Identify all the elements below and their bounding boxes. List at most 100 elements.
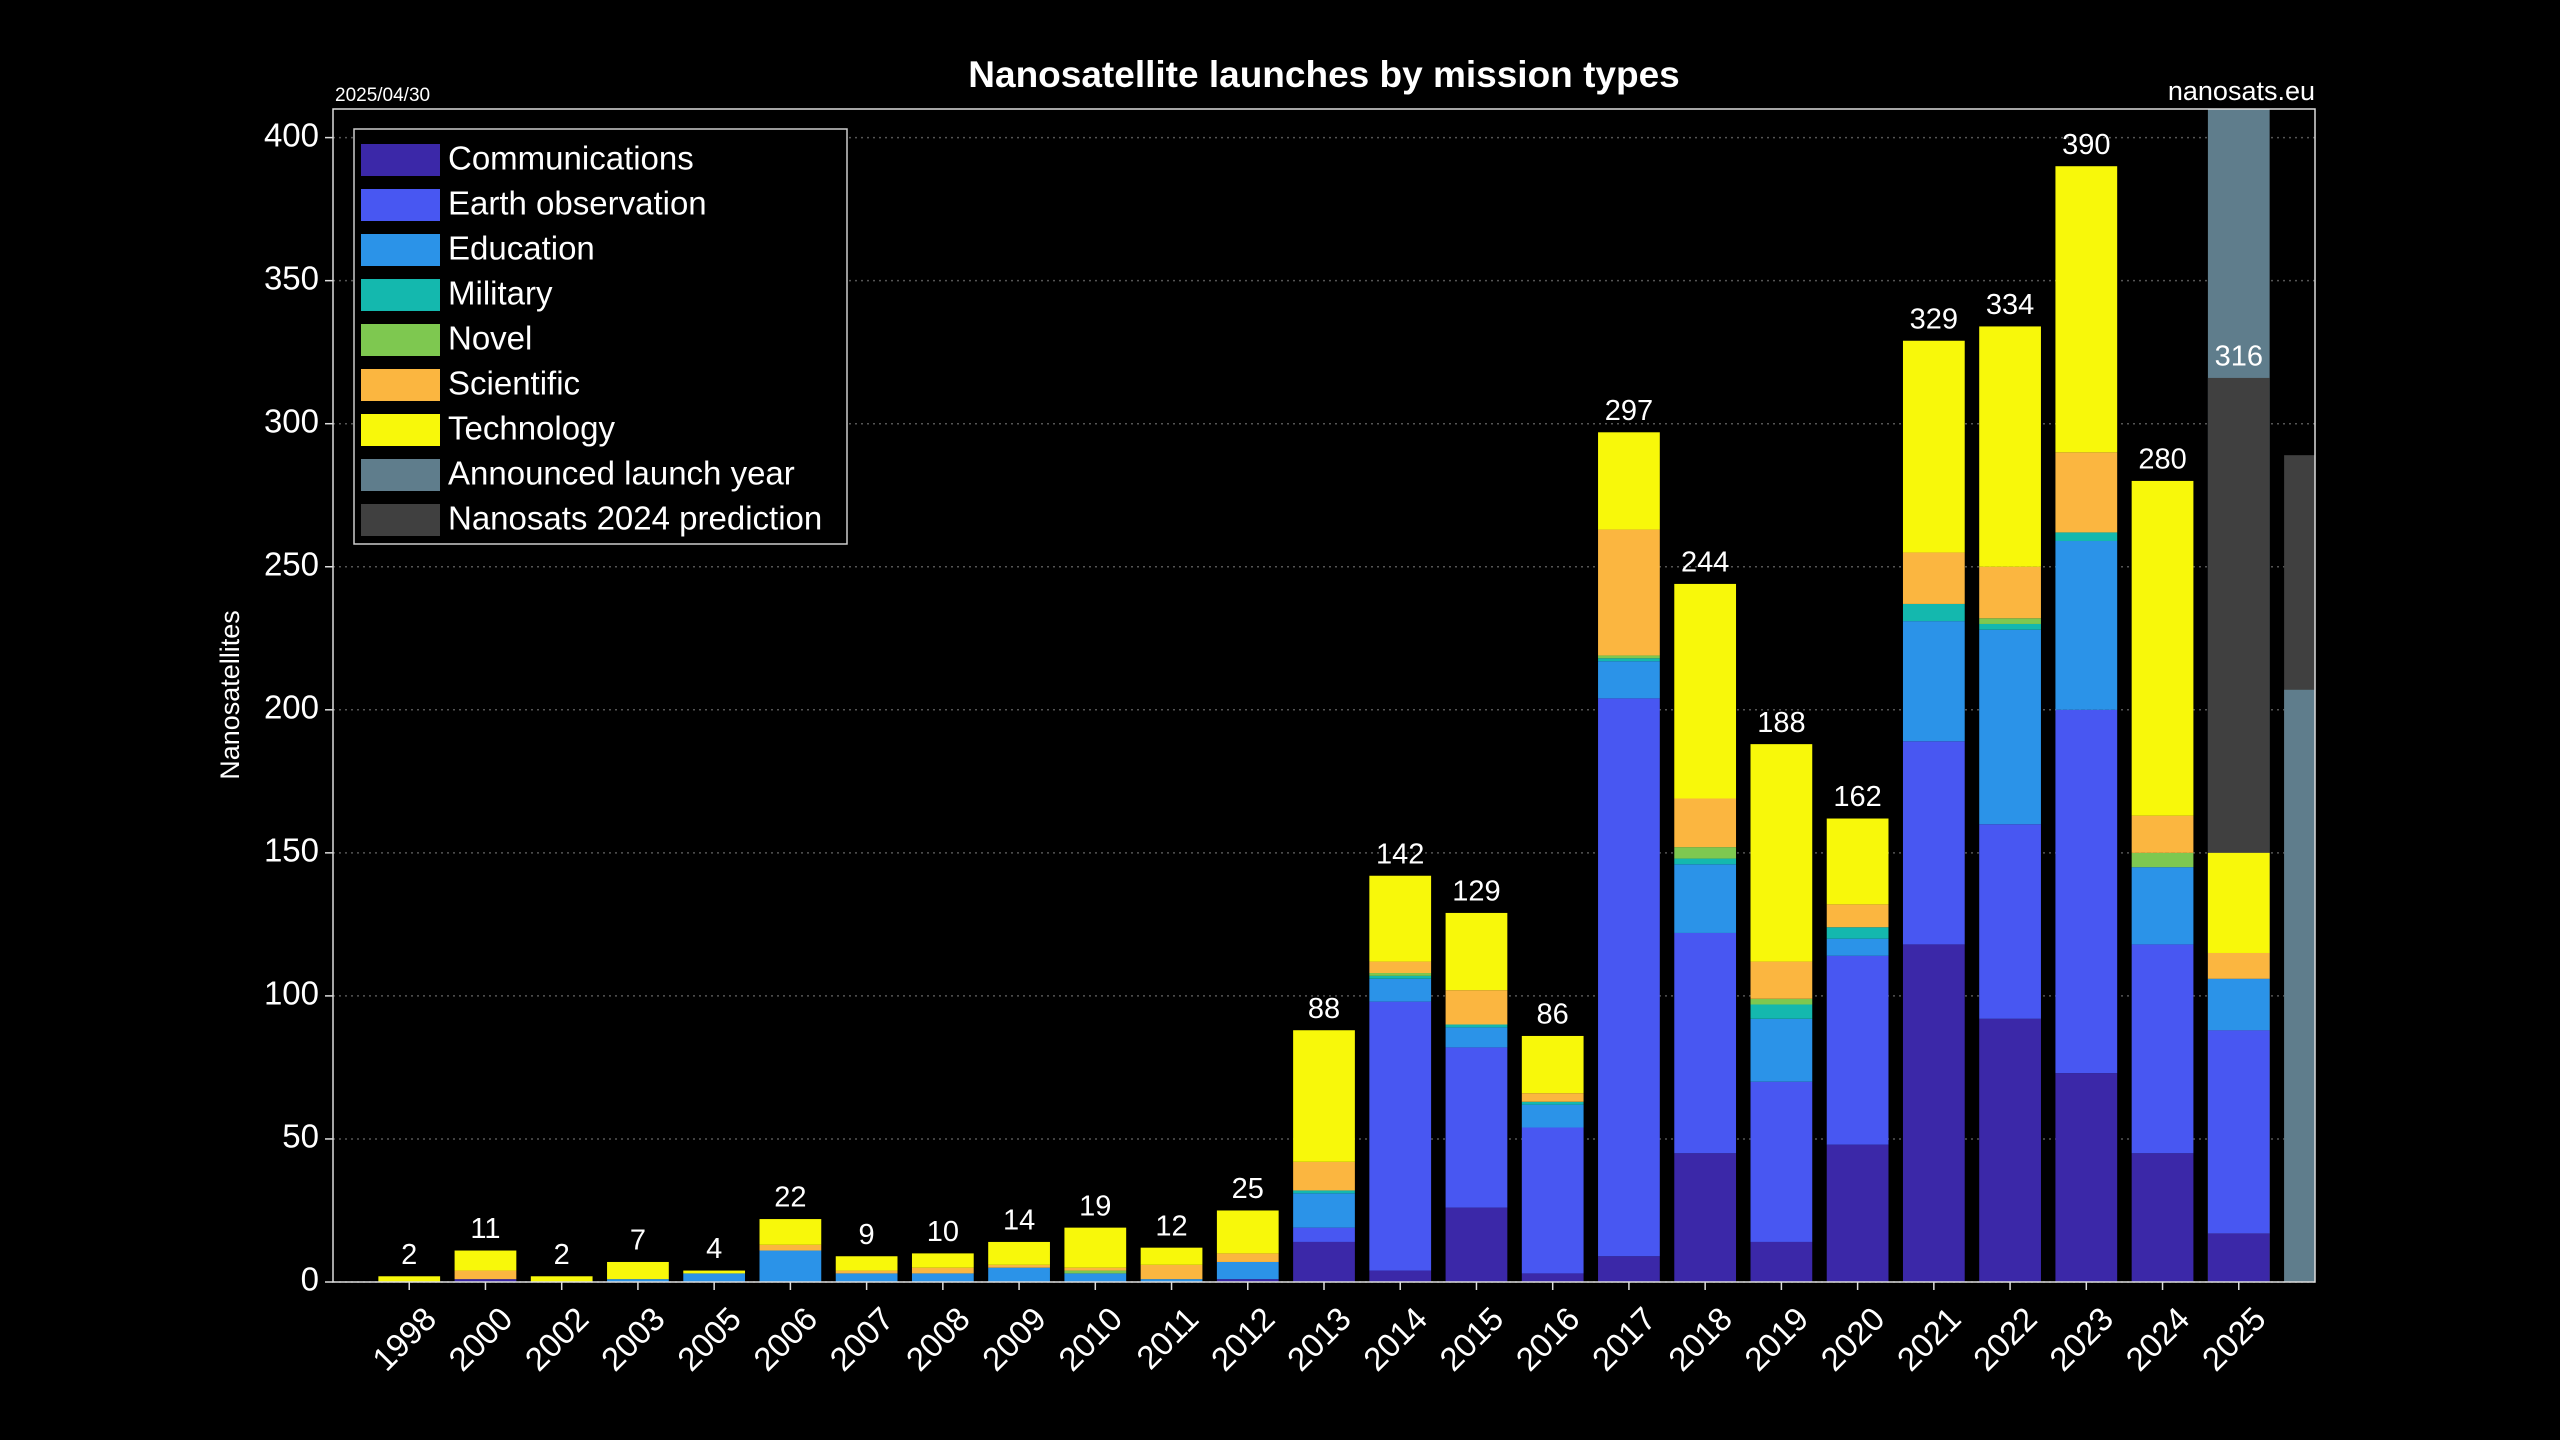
bar-segment — [1064, 1270, 1127, 1274]
bar-segment — [2207, 1030, 2270, 1234]
total-label: 4 — [706, 1233, 722, 1265]
bar-segment — [988, 1267, 1050, 1282]
bar-segment — [759, 1244, 822, 1251]
bar-segment — [1064, 1273, 1127, 1282]
bar-segment — [1750, 961, 1813, 999]
bar-segment — [1902, 340, 1965, 553]
total-label: 244 — [1681, 547, 1729, 579]
bar-segment — [1293, 1227, 1355, 1242]
bar-segment — [1445, 1207, 1508, 1282]
bar-segment — [1598, 655, 1660, 659]
chart-title: Nanosatellite launches by mission types — [968, 54, 1679, 95]
bar-segment — [1521, 1104, 1584, 1128]
bar-segment — [1598, 432, 1660, 530]
total-label: 22 — [774, 1182, 806, 1214]
total-label: 390 — [2062, 129, 2110, 161]
bar-segment — [1598, 661, 1660, 699]
bar-segment — [1521, 1035, 1584, 1094]
bar-segment — [1674, 798, 1737, 848]
bar-segment — [2055, 452, 2118, 533]
bar-segment — [1750, 1081, 1813, 1242]
y-tick-label: 250 — [264, 545, 319, 582]
total-label: 188 — [1757, 707, 1805, 739]
total-label: 12 — [1155, 1210, 1187, 1242]
bar-segment — [835, 1256, 898, 1271]
bar-segment — [378, 1276, 441, 1282]
total-label: 162 — [1833, 781, 1881, 813]
bar-segment — [2055, 541, 2118, 710]
y-tick-label: 150 — [264, 832, 319, 869]
bar-segment — [835, 1270, 898, 1274]
bar-segment — [454, 1250, 517, 1271]
bar-segment — [1750, 744, 1813, 962]
bar-segment — [1521, 1101, 1584, 1105]
bar-segment — [1826, 818, 1889, 905]
legend-label: Military — [448, 275, 553, 312]
bar-segment — [1902, 944, 1965, 1282]
bar-segment — [2131, 867, 2194, 945]
bar-segment — [1369, 961, 1432, 974]
bar-segment — [1674, 932, 1737, 1154]
bar-segment — [2055, 166, 2118, 453]
plot-frame — [332, 108, 2316, 1283]
bar-segment — [1293, 1241, 1355, 1282]
bar-segment — [2055, 1073, 2118, 1282]
bar-segment — [2284, 689, 2315, 1282]
bar-segment — [1826, 938, 1889, 956]
total-label: 14 — [1003, 1205, 1035, 1237]
bar-segment — [2131, 852, 2194, 868]
bar-segment — [454, 1270, 517, 1280]
bar-segment — [683, 1273, 746, 1282]
bar-segment — [1293, 1161, 1355, 1191]
bar-segment — [1216, 1210, 1279, 1254]
source-note: nanosats.eu — [2168, 76, 2315, 106]
total-label: 2 — [401, 1239, 417, 1271]
bar-segment — [2055, 709, 2118, 1074]
bar-segment — [2131, 480, 2194, 816]
legend-swatch — [361, 324, 440, 356]
bar-segment — [1979, 326, 2041, 567]
bar-segment — [1826, 955, 1889, 1145]
bar-segment — [1369, 975, 1432, 979]
bar-segment — [1216, 1279, 1279, 1282]
bar-segment — [1902, 741, 1965, 945]
legend-label: Education — [448, 230, 595, 267]
bar-segment — [1674, 583, 1737, 799]
bar-segment — [1369, 1270, 1432, 1282]
bar-segment — [2055, 532, 2118, 542]
legend-swatch — [361, 189, 440, 221]
bar-segment — [1979, 824, 2041, 1019]
legend-swatch — [361, 504, 440, 536]
total-label: 11 — [470, 1213, 500, 1245]
bar-segment — [1369, 1001, 1432, 1271]
bar-segment — [530, 1276, 593, 1282]
legend-label: Scientific — [448, 365, 580, 402]
legend-swatch — [361, 144, 440, 176]
y-tick-label: 100 — [264, 975, 319, 1012]
y-tick-label: 300 — [264, 402, 319, 439]
legend-label: Technology — [448, 410, 615, 447]
total-label: 7 — [630, 1225, 646, 1257]
legend-label: Nanosats 2024 prediction — [448, 500, 822, 537]
legend-label: Announced launch year — [448, 455, 795, 492]
bar-segment — [1826, 904, 1889, 928]
legend-swatch — [361, 369, 440, 401]
total-label: 19 — [1079, 1190, 1111, 1222]
bar-segment — [1750, 1004, 1813, 1019]
y-tick-label: 350 — [264, 259, 319, 296]
bar-segment — [1826, 1144, 1889, 1282]
bar-segment — [1674, 1153, 1737, 1282]
total-label: 329 — [1910, 303, 1958, 335]
bar-segment — [2131, 944, 2194, 1154]
total-label: 316 — [2215, 341, 2263, 373]
bar-segment — [1598, 658, 1660, 662]
total-label: 25 — [1232, 1173, 1264, 1205]
total-label: 10 — [927, 1216, 959, 1248]
bar-segment — [1369, 978, 1432, 1002]
legend-label: Earth observation — [448, 185, 707, 222]
bar-segment — [1445, 990, 1508, 1025]
legend-label: Communications — [448, 140, 694, 177]
plot-area — [378, 109, 2315, 1282]
bar-segment — [1521, 1273, 1584, 1282]
